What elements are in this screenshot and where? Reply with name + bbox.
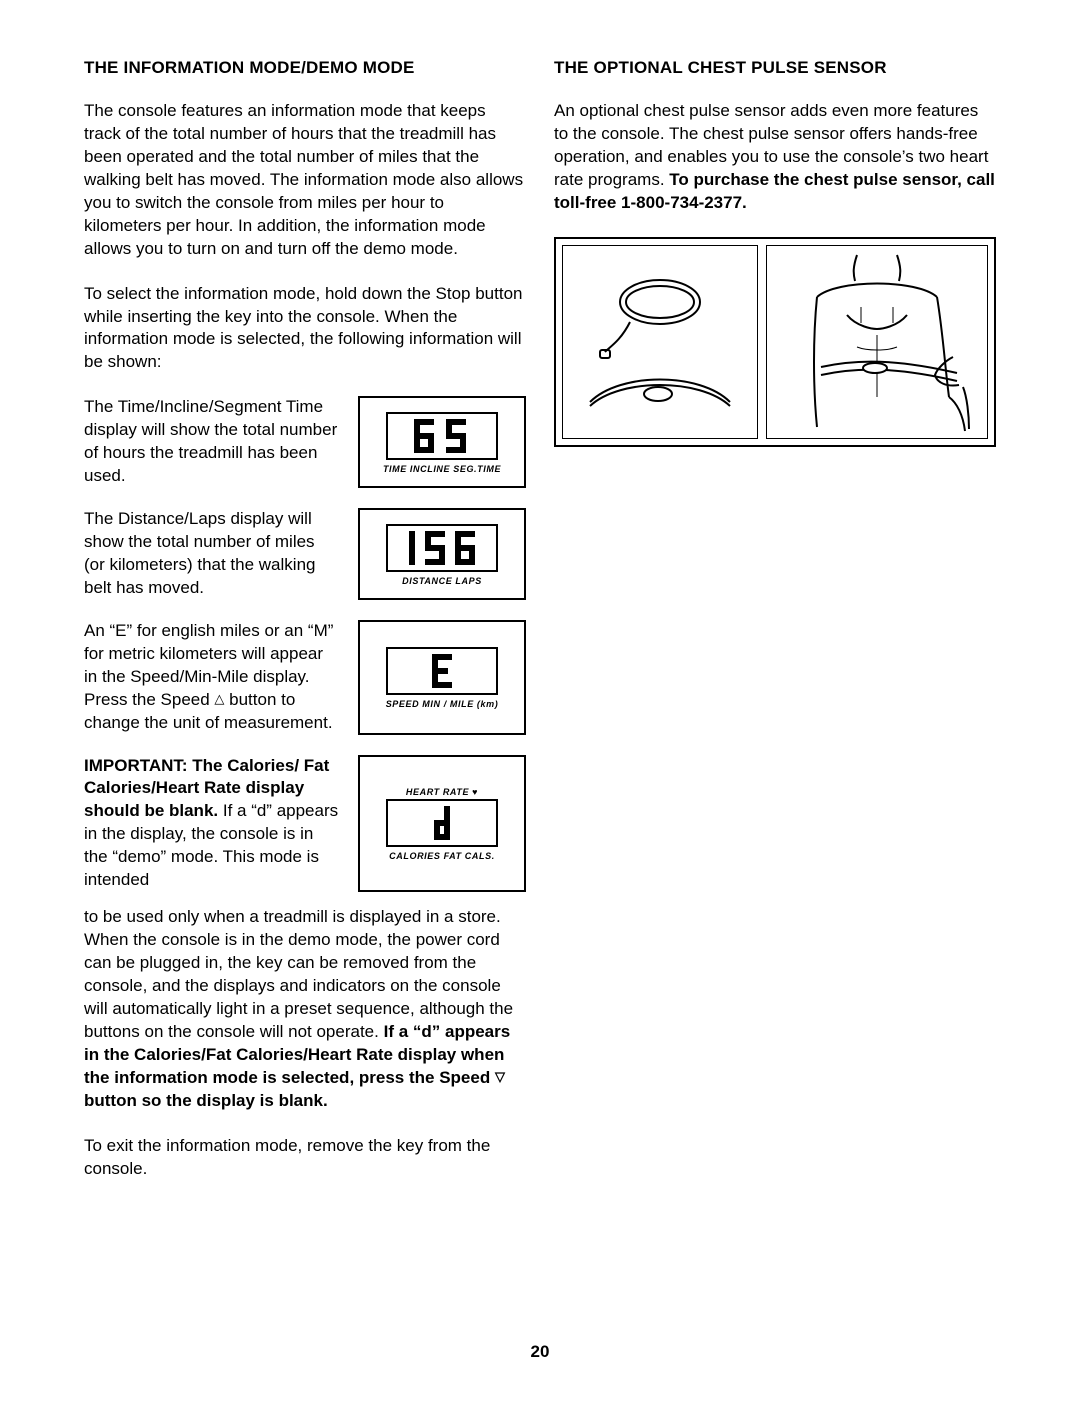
caption-heartrate-bottom: CALORIES FAT CALS. [389, 851, 495, 861]
caption-distance: DISTANCE LAPS [402, 576, 482, 586]
left-p2: To select the information mode, hold dow… [84, 283, 526, 375]
right-column: THE OPTIONAL CHEST PULSE SENSOR An optio… [554, 58, 996, 1202]
torso-illustration [766, 245, 988, 439]
info-row-units-text: An “E” for english miles or an “M” for m… [84, 620, 340, 735]
info-row-demo: IMPORTANT: The Calories/ Fat Calories/He… [84, 755, 526, 893]
left-heading: THE INFORMATION MODE/DEMO MODE [84, 58, 526, 78]
info-row-distance: The Distance/Laps display will show the … [84, 508, 526, 600]
torso-icon [777, 247, 977, 437]
display-distance-laps: DISTANCE LAPS [358, 508, 526, 600]
info-row-hours-text: The Time/Incline/Segment Time display wi… [84, 396, 340, 488]
display-heartrate: HEART RATE ♥ CALORIES FAT CALS. [358, 755, 526, 893]
demo-continuation: to be used only when a treadmill is disp… [84, 906, 526, 1112]
info-row-hours: The Time/Incline/Segment Time display wi… [84, 396, 526, 488]
display-speed: SPEED MIN / MILE (km) [358, 620, 526, 735]
display-time-incline: TIME INCLINE SEG.TIME [358, 396, 526, 488]
right-p1: An optional chest pulse sensor adds even… [554, 100, 996, 215]
lcd-d-icon [426, 804, 458, 842]
two-column-layout: THE INFORMATION MODE/DEMO MODE The conso… [84, 58, 996, 1202]
left-column: THE INFORMATION MODE/DEMO MODE The conso… [84, 58, 526, 1202]
lcd-heartrate [386, 799, 498, 847]
page-number: 20 [84, 1342, 996, 1362]
strap-illustration [562, 245, 758, 439]
p-after: to be used only when a treadmill is disp… [84, 907, 513, 1041]
lcd-65-icon [410, 417, 474, 455]
lcd-156-icon [401, 529, 483, 567]
caption-time: TIME INCLINE SEG.TIME [383, 464, 501, 474]
info-row-distance-text: The Distance/Laps display will show the … [84, 508, 340, 600]
row3-pre: An “E” for english miles or an “M” for m… [84, 621, 333, 709]
lcd-time [386, 412, 498, 460]
strap-icon [580, 252, 740, 432]
caption-heartrate-top: HEART RATE ♥ [406, 787, 478, 797]
info-row-demo-text: IMPORTANT: The Calories/ Fat Calories/He… [84, 755, 340, 893]
lcd-speed [386, 647, 498, 695]
left-p1: The console features an information mode… [84, 100, 526, 261]
caption-speed: SPEED MIN / MILE (km) [386, 699, 499, 709]
manual-page: THE INFORMATION MODE/DEMO MODE The conso… [0, 0, 1080, 1402]
p-after-bold-post: button so the display is blank. [84, 1091, 328, 1110]
info-row-units: An “E” for english miles or an “M” for m… [84, 620, 526, 735]
right-heading: THE OPTIONAL CHEST PULSE SENSOR [554, 58, 996, 78]
lcd-distance [386, 524, 498, 572]
exit-para: To exit the information mode, remove the… [84, 1135, 526, 1181]
lcd-e-icon [426, 652, 458, 690]
chest-sensor-illustration [554, 237, 996, 447]
